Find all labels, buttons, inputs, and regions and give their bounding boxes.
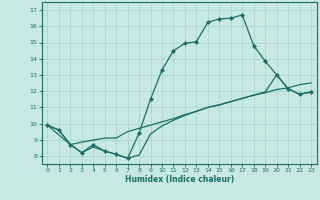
X-axis label: Humidex (Indice chaleur): Humidex (Indice chaleur) bbox=[124, 175, 234, 184]
